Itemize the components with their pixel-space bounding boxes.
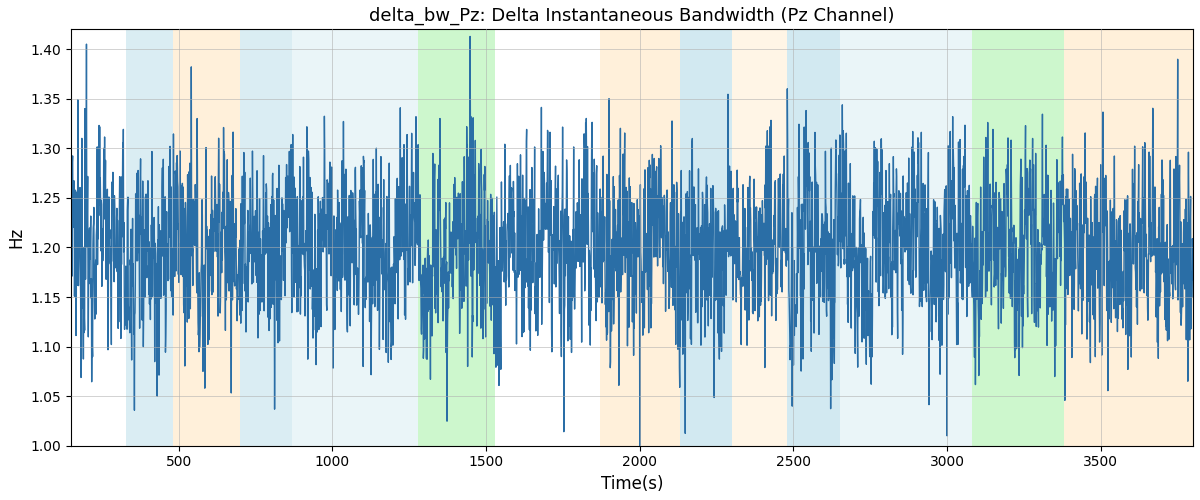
X-axis label: Time(s): Time(s) <box>601 475 664 493</box>
Bar <box>679 30 732 446</box>
Bar <box>600 30 679 446</box>
Title: delta_bw_Pz: Delta Instantaneous Bandwidth (Pz Channel): delta_bw_Pz: Delta Instantaneous Bandwid… <box>370 7 895 25</box>
Bar <box>293 30 419 446</box>
Bar <box>126 30 173 446</box>
Bar <box>173 30 240 446</box>
Bar <box>787 30 840 446</box>
Bar <box>840 30 972 446</box>
Y-axis label: Hz: Hz <box>7 227 25 248</box>
Bar <box>972 30 1064 446</box>
Bar <box>419 30 496 446</box>
Bar <box>1064 30 1193 446</box>
Bar <box>240 30 293 446</box>
Bar <box>732 30 787 446</box>
